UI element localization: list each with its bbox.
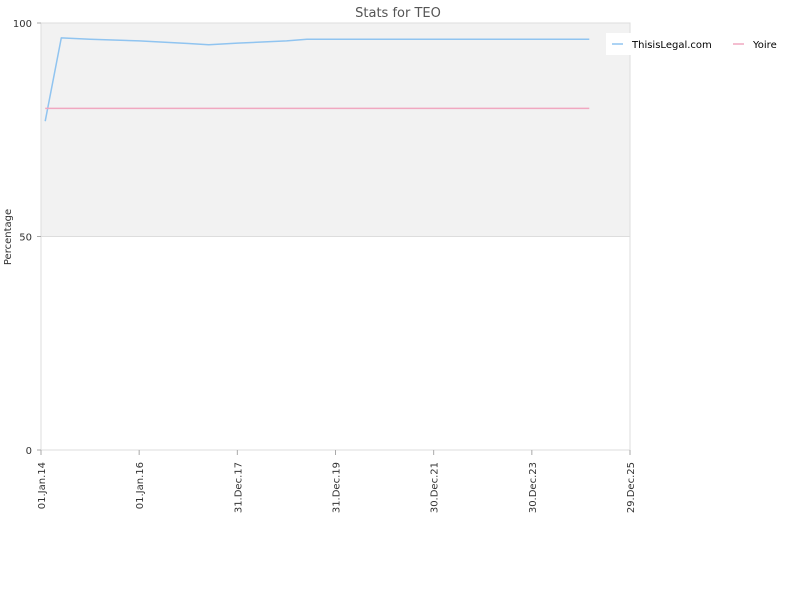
y-tick-label: 100 (13, 19, 32, 30)
x-axis: 01.Jan.14 01.Jan.16 31.Dec.17 31.Dec.19 30.D… (37, 450, 637, 513)
series-line-1 (44, 37, 590, 122)
y-axis: 0 50 100 (13, 19, 41, 457)
x-tick-label: 01.Jan.14 (37, 462, 48, 509)
series-layer (44, 37, 590, 122)
y-axis-label: Percentage (3, 209, 14, 265)
x-tick-label: 31.Dec.19 (332, 462, 343, 513)
legend-background (606, 33, 726, 55)
legend-label: ThisisLegal.com (631, 40, 712, 51)
x-tick-label: 30.Dec.23 (528, 462, 539, 513)
legend-label: Yoire (752, 40, 777, 51)
y-tick-label: 50 (19, 233, 32, 244)
x-tick-label: 01.Jan.16 (135, 462, 146, 509)
chart-title: Stats for TEO (355, 6, 441, 21)
x-tick-label: 30.Dec.21 (430, 462, 441, 513)
x-tick-label: 31.Dec.17 (233, 462, 244, 513)
legend: ThisisLegal.com Yoire (606, 33, 777, 55)
y-tick-label: 0 (26, 446, 32, 457)
shaded-band (41, 23, 630, 237)
x-tick-label: 29.Dec.25 (626, 462, 637, 513)
